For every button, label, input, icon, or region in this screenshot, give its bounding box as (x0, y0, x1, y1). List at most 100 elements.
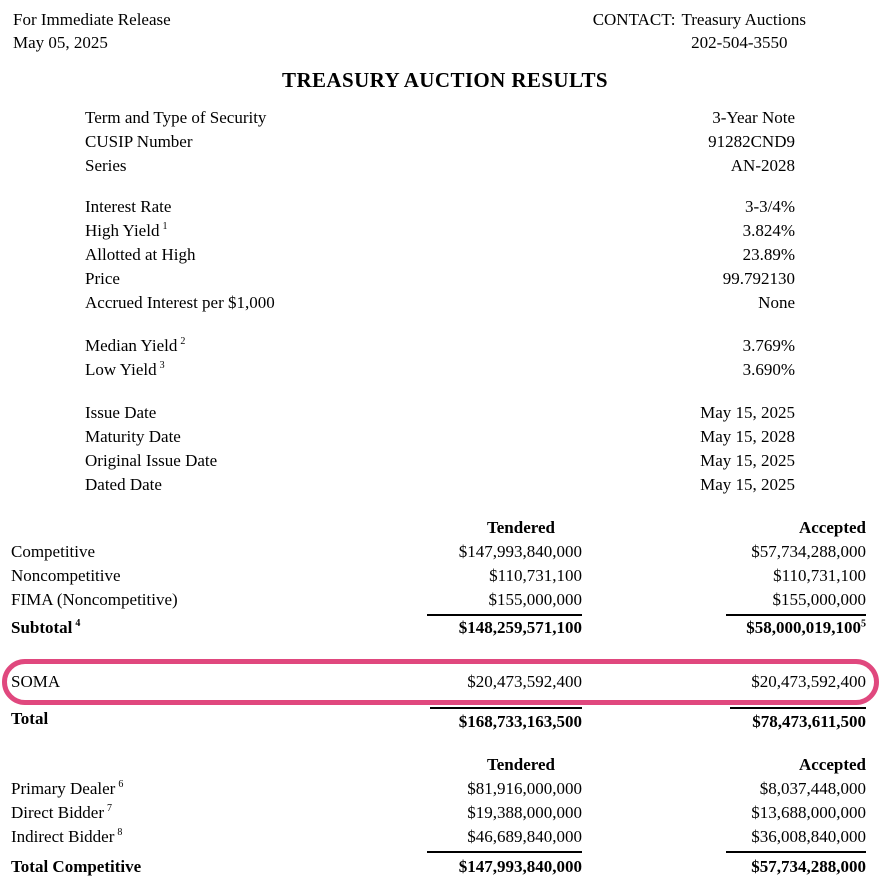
contact-label: CONTACT: (592, 10, 676, 29)
info-value: May 15, 2025 (700, 475, 795, 494)
footnote-marker-3: 3 (159, 360, 165, 372)
table-row-subtotal: Subtotal 4 $148,259,571,100 $58,000,019,1… (11, 616, 866, 640)
footnote-marker-8: 8 (117, 827, 123, 839)
row-label: Direct Bidder 7 (11, 803, 112, 822)
info-label: Accrued Interest per $1,000 (85, 293, 275, 312)
row-label: Primary Dealer 6 (11, 779, 124, 798)
accepted-value: $58,000,019,1005 (746, 618, 866, 637)
footnote-marker-5: 5 (861, 618, 866, 630)
table-header-row-2: Tendered Accepted (11, 753, 866, 777)
info-row-issue-date: Issue Date May 15, 2025 (85, 401, 795, 425)
accepted-value: $20,473,592,400 (751, 672, 866, 691)
table-row-competitive: Competitive $147,993,840,000 $57,734,288… (11, 540, 866, 564)
table-header-row: Tendered Accepted (11, 516, 866, 540)
release-header: For Immediate Release May 05, 2025 (13, 8, 171, 54)
info-label: Maturity Date (85, 427, 181, 446)
spacer-cell (11, 516, 380, 540)
table-row-indirect-bidder: Indirect Bidder 8 $46,689,840,000 $36,008… (11, 825, 866, 853)
info-row-high-yield: High Yield 1 3.824% (85, 219, 795, 243)
page-title: TREASURY AUCTION RESULTS (282, 68, 608, 92)
spacer-cell (11, 753, 380, 777)
date-info-block: Issue Date May 15, 2025 Maturity Date Ma… (85, 401, 795, 497)
accepted-value: $78,473,611,500 (582, 707, 866, 734)
release-date: May 05, 2025 (13, 33, 108, 52)
contact-name: Treasury Auctions (681, 10, 806, 29)
contact-header: CONTACT: Treasury Auctions 202-504-3550 (593, 8, 806, 54)
soma-highlight-box: SOMA $20,473,592,400 $20,473,592,400 (2, 659, 879, 705)
table-row-fima: FIMA (Noncompetitive) $155,000,000 $155,… (11, 588, 866, 616)
info-label: Interest Rate (85, 197, 172, 216)
info-row-interest-rate: Interest Rate 3-3/4% (85, 195, 795, 219)
footnote-marker-6: 6 (118, 779, 124, 791)
info-row-median-yield: Median Yield 2 3.769% (85, 334, 795, 358)
info-value: 3.824% (742, 221, 795, 240)
info-value: 3.769% (742, 336, 795, 355)
row-label: Subtotal 4 (11, 618, 81, 637)
table-row-total: Total $168,733,163,500 $78,473,611,500 (11, 707, 866, 734)
info-label: Original Issue Date (85, 451, 218, 470)
table-row-primary-dealer: Primary Dealer 6 $81,916,000,000 $8,037,4… (11, 777, 866, 801)
info-value: 91282CND9 (708, 132, 795, 151)
info-value: 3.690% (742, 360, 795, 379)
info-row-price: Price 99.792130 (85, 267, 795, 291)
tendered-value: $19,388,000,000 (467, 803, 582, 822)
info-value: 99.792130 (722, 269, 795, 288)
table-row-soma: SOMA $20,473,592,400 $20,473,592,400 (11, 670, 866, 694)
tendered-value: $81,916,000,000 (467, 779, 582, 798)
footnote-marker-4: 4 (75, 618, 81, 630)
accepted-value: $57,734,288,000 (751, 857, 866, 876)
info-value: 23.89% (742, 245, 795, 264)
info-value: None (758, 293, 795, 312)
table-row-total-competitive: Total Competitive $147,993,840,000 $57,7… (11, 855, 866, 879)
row-label: Total (11, 709, 49, 728)
tendered-column-header: Tendered (486, 518, 555, 537)
tendered-value: $168,733,163,500 (380, 707, 582, 734)
accepted-value: $13,688,000,000 (751, 803, 866, 822)
accepted-column-header: Accepted (798, 755, 866, 774)
info-row-original-issue-date: Original Issue Date May 15, 2025 (85, 449, 795, 473)
info-value: May 15, 2025 (700, 451, 795, 470)
row-label: Indirect Bidder 8 (11, 827, 123, 846)
info-value: AN-2028 (730, 156, 795, 175)
tendered-value: $46,689,840,000 (380, 825, 582, 853)
info-row-series: Series AN-2028 (85, 154, 795, 178)
row-label: SOMA (11, 672, 61, 691)
info-label: Issue Date (85, 403, 157, 422)
table-row-direct-bidder: Direct Bidder 7 $19,388,000,000 $13,688,0… (11, 801, 866, 825)
info-row-accrued-interest: Accrued Interest per $1,000 None (85, 291, 795, 315)
accepted-value: $8,037,448,000 (759, 779, 866, 798)
accepted-value: $57,734,288,000 (751, 542, 866, 561)
info-value: 3-3/4% (744, 197, 795, 216)
tendered-value: $147,993,840,000 (458, 542, 582, 561)
row-label: FIMA (Noncompetitive) (11, 590, 178, 609)
info-row-dated-date: Dated Date May 15, 2025 (85, 473, 795, 497)
auction-stats-block: Interest Rate 3-3/4% High Yield 1 3.824% … (85, 195, 795, 315)
tender-table: Tendered Accepted Competitive $147,993,8… (2, 516, 879, 879)
info-label: High Yield 1 (85, 221, 168, 240)
tendered-value: $20,473,592,400 (467, 672, 582, 691)
security-info-block: Term and Type of Security 3-Year Note CU… (85, 106, 795, 178)
info-label: CUSIP Number (85, 132, 193, 151)
row-label: Competitive (11, 542, 96, 561)
contact-phone: 202-504-3550 (691, 33, 788, 52)
accepted-value: $155,000,000 (582, 588, 866, 616)
info-value: May 15, 2028 (700, 427, 795, 446)
info-value: 3-Year Note (712, 108, 795, 127)
tendered-value: $147,993,840,000 (458, 857, 582, 876)
info-label: Low Yield 3 (85, 360, 165, 379)
tendered-value: $148,259,571,100 (458, 618, 582, 637)
info-label: Series (85, 156, 127, 175)
info-row-low-yield: Low Yield 3 3.690% (85, 358, 795, 382)
footnote-marker-2: 2 (180, 336, 186, 348)
info-label: Dated Date (85, 475, 162, 494)
tendered-column-header: Tendered (486, 755, 555, 774)
footnote-marker-1: 1 (162, 221, 168, 233)
row-label: Noncompetitive (11, 566, 121, 585)
footnote-marker-7: 7 (107, 803, 112, 815)
info-label: Median Yield 2 (85, 336, 186, 355)
contact-line: CONTACT: Treasury Auctions (593, 8, 806, 31)
info-label: Price (85, 269, 120, 288)
info-label: Term and Type of Security (85, 108, 267, 127)
accepted-value: $36,008,840,000 (582, 825, 866, 853)
